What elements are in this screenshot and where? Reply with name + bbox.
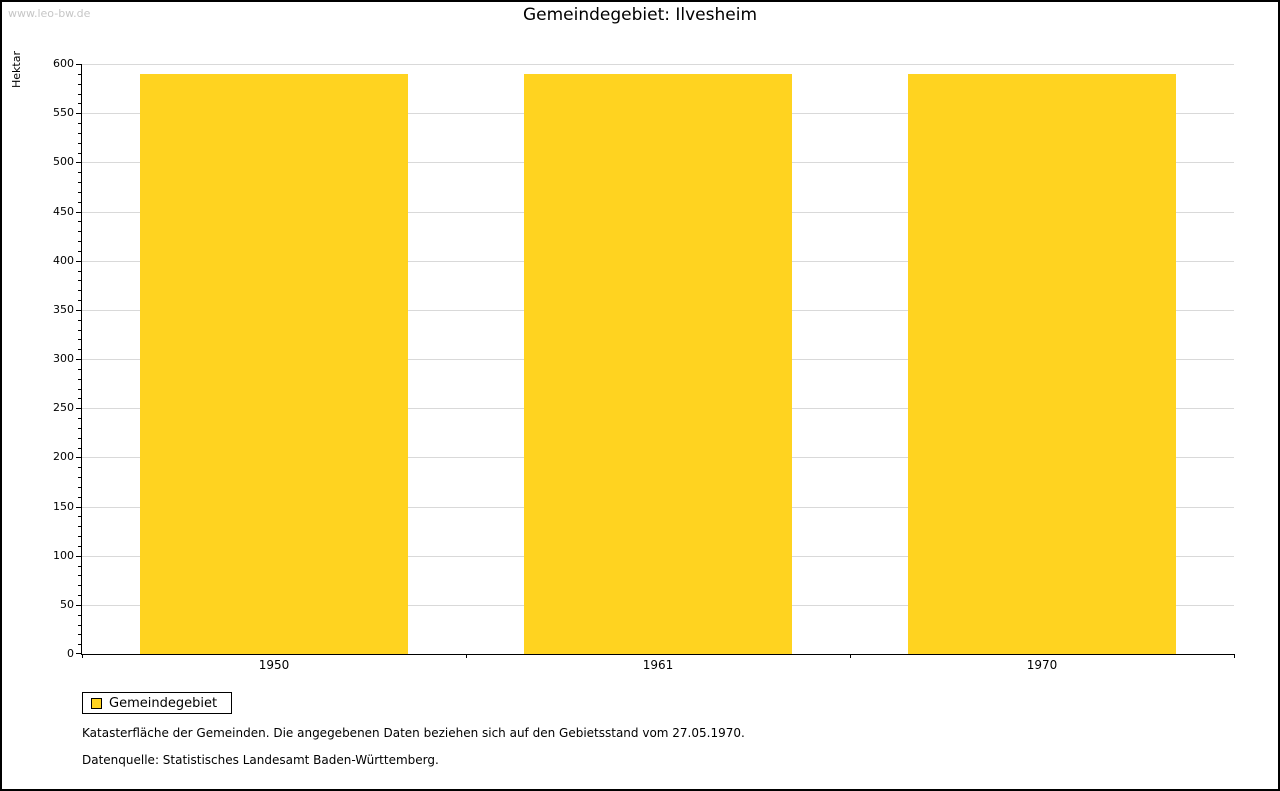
y-minor-tick [78, 368, 82, 370]
y-minor-tick [78, 467, 82, 469]
footnote-gebietsstand: Katasterfläche der Gemeinden. Die angege… [82, 726, 745, 740]
y-minor-tick [78, 250, 82, 252]
y-major-tick [76, 260, 82, 262]
y-tick-label: 400 [53, 253, 74, 267]
y-minor-tick [78, 349, 82, 351]
y-minor-tick [78, 565, 82, 567]
x-axis-tick [82, 654, 83, 658]
y-major-tick [76, 604, 82, 606]
y-tick-label: 250 [53, 401, 74, 415]
y-minor-tick [78, 221, 82, 223]
y-minor-tick [78, 329, 82, 331]
y-minor-tick [78, 644, 82, 646]
plot-area [76, 64, 1235, 658]
y-minor-tick [78, 595, 82, 596]
x-tick-label: 1970 [1026, 658, 1058, 672]
y-tick-label: 50 [60, 597, 74, 611]
bar-1961 [523, 73, 793, 654]
x-axis-tick [466, 654, 467, 658]
watermark: www.leo-bw.de [8, 7, 91, 20]
y-major-tick [76, 555, 82, 557]
y-minor-tick [78, 545, 82, 547]
y-minor-tick [78, 516, 82, 518]
y-minor-tick [78, 142, 82, 144]
y-minor-tick [78, 241, 82, 242]
y-minor-tick [78, 536, 82, 537]
y-minor-tick [78, 634, 82, 636]
y-minor-tick [78, 447, 82, 449]
chart-title: Gemeindegebiet: Ilvesheim [522, 5, 758, 25]
y-tick-label: 500 [53, 155, 74, 169]
y-minor-tick [78, 614, 82, 616]
y-minor-tick [78, 73, 82, 75]
y-minor-tick [78, 93, 82, 95]
y-tick-label: 450 [53, 204, 74, 218]
y-major-tick [76, 162, 82, 164]
y-minor-tick [78, 182, 82, 183]
y-minor-tick [78, 132, 82, 134]
y-minor-tick [78, 398, 82, 400]
y-minor-tick [78, 388, 82, 390]
y-minor-tick [78, 83, 82, 85]
y-minor-tick [78, 585, 82, 587]
y-major-tick [76, 211, 82, 213]
y-minor-tick [78, 290, 82, 292]
y-minor-tick [78, 103, 82, 105]
y-minor-tick [78, 477, 82, 478]
y-minor-tick [78, 526, 82, 528]
y-minor-tick [78, 427, 82, 429]
bar-1950 [139, 73, 409, 654]
bar-1970 [907, 73, 1177, 654]
y-tick-label: 350 [53, 302, 74, 316]
y-tick-label: 300 [53, 352, 74, 365]
legend-label: Gemeindegebiet [109, 695, 218, 711]
y-minor-tick [78, 280, 82, 282]
gridline [82, 64, 1234, 65]
footnote-datenquelle: Datenquelle: Statistisches Landesamt Bad… [82, 753, 439, 767]
y-minor-tick [78, 575, 82, 577]
y-minor-tick [78, 172, 82, 174]
y-major-tick [76, 506, 82, 508]
y-minor-tick [78, 339, 82, 341]
y-minor-tick [78, 624, 82, 626]
y-minor-tick [78, 300, 82, 301]
y-minor-tick [78, 496, 82, 498]
y-minor-tick [78, 378, 82, 380]
y-major-tick [76, 64, 82, 65]
x-tick-label: 1961 [642, 658, 674, 672]
legend: Gemeindegebiet [82, 692, 233, 714]
y-minor-tick [78, 418, 82, 419]
y-minor-tick [78, 201, 82, 203]
footnotes: Katasterfläche der Gemeinden. Die angege… [82, 726, 745, 780]
y-major-tick [76, 653, 82, 654]
y-major-tick [76, 457, 82, 459]
y-tick-label: 150 [53, 499, 74, 513]
y-minor-tick [78, 123, 82, 124]
y-tick-label: 600 [53, 57, 74, 70]
y-minor-tick [78, 152, 82, 154]
y-major-tick [76, 359, 82, 360]
y-major-tick [76, 309, 82, 311]
y-minor-tick [78, 486, 82, 488]
y-minor-tick [78, 437, 82, 439]
y-tick-label: 200 [53, 450, 74, 464]
y-axis-title: Hektar [10, 51, 23, 88]
y-minor-tick [78, 231, 82, 233]
x-axis-line [81, 654, 1234, 655]
x-tick-label: 1950 [258, 658, 290, 672]
y-tick-label: 550 [53, 106, 74, 120]
y-minor-tick [78, 191, 82, 193]
x-axis-tick [1234, 654, 1235, 658]
y-major-tick [76, 113, 82, 115]
y-minor-tick [78, 319, 82, 321]
legend-swatch [91, 697, 102, 709]
x-axis-tick [850, 654, 851, 658]
y-major-tick [76, 408, 82, 410]
y-tick-label: 0 [67, 647, 74, 660]
y-minor-tick [78, 270, 82, 272]
y-tick-label: 100 [53, 548, 74, 562]
